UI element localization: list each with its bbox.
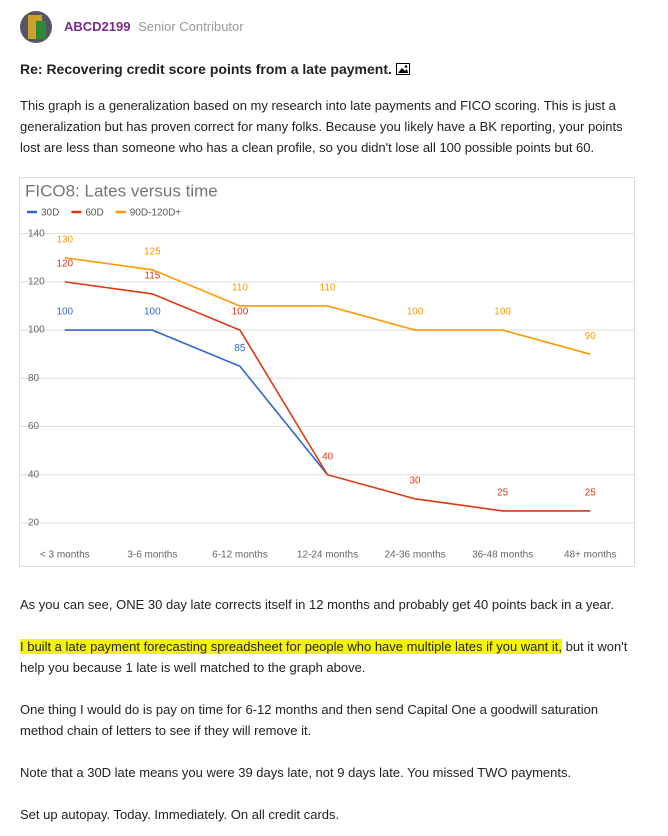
- y-tick-label: 60: [28, 421, 40, 432]
- series-line: [64, 281, 591, 512]
- chart: FICO8: Lates versus time 30D 60D 90D-120D+…: [19, 177, 635, 567]
- series-line: [64, 329, 329, 476]
- title-text: Re: Recovering credit score points from …: [20, 61, 392, 77]
- y-tick-label: 40: [28, 469, 40, 480]
- paragraph: This graph is a generalization based on …: [20, 98, 623, 155]
- x-tick-label: 36-48 months: [472, 550, 533, 561]
- text: but it won't help you because 1 late is …: [20, 639, 628, 675]
- y-tick-label: 100: [28, 325, 45, 336]
- paragraph: Note that a 30D late means you were 39 d…: [20, 765, 572, 780]
- data-label: 120: [56, 259, 73, 270]
- author[interactable]: ABCD2199: [64, 19, 131, 34]
- y-tick-label: 20: [28, 518, 40, 529]
- data-label: 115: [144, 271, 160, 282]
- y-tick-label: 140: [28, 228, 45, 239]
- data-label: 100: [494, 307, 511, 318]
- data-label: 110: [320, 283, 336, 294]
- paragraph: I built a late payment forecasting sprea…: [20, 636, 638, 678]
- x-tick-label: 12-24 months: [297, 550, 358, 561]
- series-line: [64, 256, 591, 355]
- paragraph: As you can see, ONE 30 day late corrects…: [20, 597, 615, 612]
- data-label: 25: [497, 488, 509, 499]
- x-tick-label: 48+ months: [564, 550, 617, 561]
- highlight: I built a late payment forecasting sprea…: [20, 639, 562, 654]
- data-label: 25: [585, 488, 597, 499]
- chart-title: FICO8: Lates versus time: [25, 181, 218, 200]
- paragraph: Set up autopay. Today. Immediately. On a…: [20, 807, 340, 822]
- x-tick-label: 3-6 months: [127, 550, 177, 561]
- data-label: 100: [144, 307, 161, 318]
- post-title: Re: Recovering credit score points from …: [20, 59, 638, 80]
- paragraph: One thing I would do is pay on time for …: [20, 702, 599, 738]
- x-tick-label: 24-36 months: [384, 550, 445, 561]
- data-label: 100: [56, 307, 73, 318]
- x-tick-label: 6-12 months: [212, 550, 268, 561]
- data-label: 100: [407, 307, 424, 318]
- y-tick-label: 120: [28, 277, 45, 288]
- data-label: 100: [232, 307, 249, 318]
- data-label: 85: [234, 343, 246, 354]
- legend-label: 60D: [85, 208, 103, 219]
- y-tick-label: 80: [28, 373, 40, 384]
- data-label: 90: [585, 331, 597, 342]
- rank: Senior Contributor: [138, 19, 244, 34]
- legend-label: 90D-120D+: [130, 208, 182, 219]
- data-label: 40: [322, 451, 334, 462]
- data-label: 125: [144, 246, 161, 257]
- x-tick-label: < 3 months: [40, 550, 90, 561]
- legend-label: 30D: [41, 208, 59, 219]
- author-line: ABCD2199 Senior Contributor: [64, 19, 244, 34]
- data-label: 30: [410, 475, 422, 486]
- data-label: 130: [56, 234, 73, 245]
- avatar[interactable]: [20, 11, 52, 43]
- image-icon: [395, 63, 410, 75]
- data-label: 110: [232, 283, 248, 294]
- chart-frame: [19, 177, 635, 567]
